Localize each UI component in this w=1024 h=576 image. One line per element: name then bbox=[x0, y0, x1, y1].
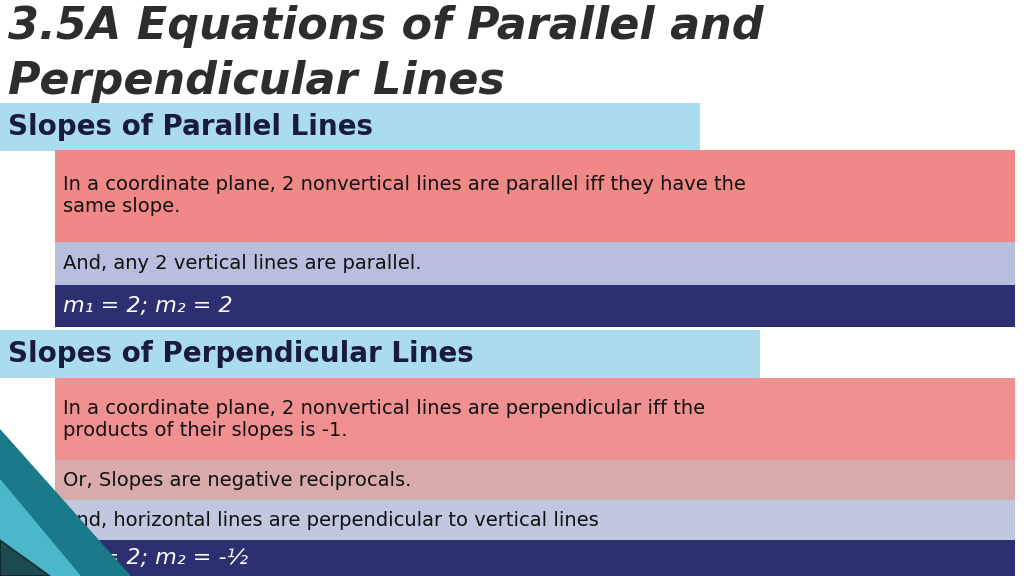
Text: In a coordinate plane, 2 nonvertical lines are parallel iff they have the
same s: In a coordinate plane, 2 nonvertical lin… bbox=[63, 176, 745, 217]
Text: Perpendicular Lines: Perpendicular Lines bbox=[8, 60, 505, 103]
FancyBboxPatch shape bbox=[55, 460, 1015, 500]
Polygon shape bbox=[0, 540, 50, 576]
Text: Or, Slopes are negative reciprocals.: Or, Slopes are negative reciprocals. bbox=[63, 471, 412, 490]
FancyBboxPatch shape bbox=[55, 500, 1015, 540]
Polygon shape bbox=[0, 430, 130, 576]
Polygon shape bbox=[0, 480, 80, 576]
Text: Slopes of Parallel Lines: Slopes of Parallel Lines bbox=[8, 113, 373, 141]
Text: 3.5A Equations of Parallel and: 3.5A Equations of Parallel and bbox=[8, 5, 764, 48]
Text: m₁ = 2; m₂ = -½: m₁ = 2; m₂ = -½ bbox=[63, 548, 248, 568]
FancyBboxPatch shape bbox=[55, 540, 1015, 576]
Text: And, horizontal lines are perpendicular to vertical lines: And, horizontal lines are perpendicular … bbox=[63, 510, 599, 529]
Text: Slopes of Perpendicular Lines: Slopes of Perpendicular Lines bbox=[8, 340, 474, 368]
FancyBboxPatch shape bbox=[55, 285, 1015, 327]
Text: m₁ = 2; m₂ = 2: m₁ = 2; m₂ = 2 bbox=[63, 296, 232, 316]
FancyBboxPatch shape bbox=[55, 242, 1015, 285]
FancyBboxPatch shape bbox=[55, 378, 1015, 460]
FancyBboxPatch shape bbox=[0, 103, 700, 151]
Text: And, any 2 vertical lines are parallel.: And, any 2 vertical lines are parallel. bbox=[63, 254, 422, 273]
FancyBboxPatch shape bbox=[55, 150, 1015, 242]
FancyBboxPatch shape bbox=[0, 330, 760, 378]
Text: In a coordinate plane, 2 nonvertical lines are perpendicular iff the
products of: In a coordinate plane, 2 nonvertical lin… bbox=[63, 399, 706, 439]
